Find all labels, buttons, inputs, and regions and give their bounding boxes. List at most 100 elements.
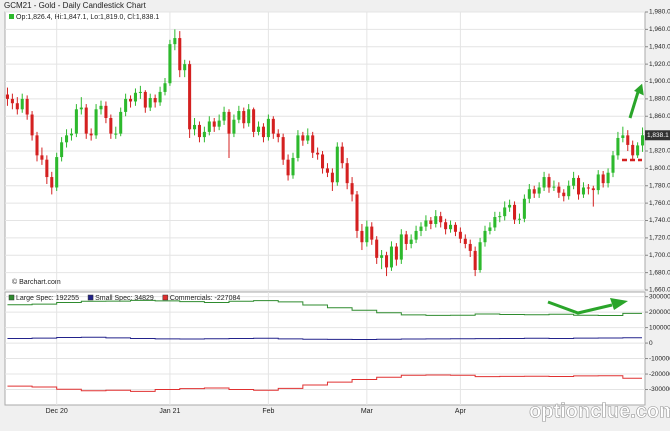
candle-body: [419, 226, 423, 231]
candle-body: [197, 124, 201, 138]
y-tick-label: 1,940.0: [649, 43, 670, 50]
last-price-box: [645, 130, 670, 141]
candle-body: [84, 107, 88, 134]
y-tick-label: 0: [649, 340, 653, 347]
candle-body: [242, 111, 246, 124]
candle-body: [188, 64, 192, 130]
candle-body: [183, 64, 187, 71]
candle-body: [542, 177, 546, 188]
candle-body: [458, 231, 462, 239]
legend-label: Large Spec: 192255: [16, 295, 79, 302]
candle-body: [55, 157, 59, 188]
candle-body: [355, 194, 359, 231]
legend-swatch: [162, 294, 169, 301]
marks: 1,838.1 Large Spec: 192255 Small Spec: 348…: [5, 29, 670, 392]
candle-body: [567, 185, 571, 197]
candle-body: [581, 187, 585, 195]
candle-body: [79, 107, 83, 110]
candle-body: [626, 135, 630, 145]
candle-body: [611, 155, 615, 173]
candle-body: [385, 255, 389, 268]
candle-body: [94, 109, 98, 136]
candle-body: [562, 192, 566, 197]
candle-body: [463, 238, 467, 244]
candle-body: [89, 133, 93, 136]
candle-body: [483, 230, 487, 243]
candle-body: [227, 111, 231, 134]
y-tick-label: 1,800.0: [649, 165, 670, 172]
candle-body: [20, 98, 24, 110]
candle-body: [10, 98, 14, 104]
candle-body: [394, 246, 398, 260]
candle-body: [537, 187, 541, 194]
candle-body: [522, 198, 526, 219]
candle-body: [345, 163, 349, 184]
x-tick-label: Jan 21: [159, 408, 180, 415]
legend-swatch: [8, 294, 15, 301]
candle-body: [468, 243, 472, 251]
candle-body: [473, 250, 477, 271]
grid: 1,660.0 1,680.0 1,700.0 1,720.0 1,740.0 1,760…: [5, 9, 670, 415]
candle-body: [434, 216, 438, 224]
candle-body: [104, 105, 108, 118]
y-tick-label: 1,660.0: [649, 287, 670, 294]
y-tick-label: 1,960.0: [649, 26, 670, 33]
ohlc-text: Op:1,826.4, Hi:1,847.1, Lo:1,819.0, Cl:1…: [16, 14, 159, 21]
candle-body: [365, 226, 369, 243]
candle-body: [133, 92, 137, 102]
candle-body: [335, 146, 339, 183]
candle-body: [601, 174, 605, 184]
candle-body: [517, 218, 521, 220]
candle-body: [370, 226, 374, 240]
candle-body: [296, 135, 300, 158]
legend-swatch: [9, 14, 14, 19]
candle-body: [532, 189, 536, 194]
candle-body: [40, 155, 44, 160]
arrow-head: [634, 83, 644, 96]
candle-body: [330, 172, 334, 183]
candle-body: [631, 144, 635, 156]
candle-body: [281, 137, 285, 160]
y-tick-label: 1,780.0: [649, 182, 670, 189]
candle-body: [325, 168, 329, 173]
y-tick-label: 300000: [649, 293, 670, 300]
candle-body: [271, 118, 275, 134]
candle-body: [444, 222, 448, 230]
y-tick-label: 1,900.0: [649, 78, 670, 85]
candle-body: [503, 207, 507, 217]
candle-body: [257, 126, 261, 132]
candle-body: [311, 135, 315, 153]
candle-body: [247, 109, 251, 124]
candle-body: [404, 234, 408, 244]
candle-body: [207, 121, 211, 132]
candle-body: [232, 119, 236, 134]
y-tick-label: 1,760.0: [649, 200, 670, 207]
candle-body: [5, 94, 9, 99]
candle-body: [266, 118, 270, 138]
candle-body: [143, 91, 147, 108]
cot-line: [7, 374, 642, 392]
y-tick-label: 1,860.0: [649, 113, 670, 120]
candle-body: [586, 187, 590, 189]
candle-body: [65, 135, 69, 143]
candle-body: [389, 246, 393, 268]
candle-body: [621, 135, 625, 138]
candle-body: [212, 121, 216, 127]
candle-body: [119, 111, 123, 134]
candle-body: [478, 242, 482, 271]
candle-body: [641, 135, 645, 146]
candle-body: [596, 174, 600, 191]
candle-body: [399, 234, 403, 260]
candle-body: [306, 135, 310, 141]
candle-body: [439, 216, 443, 223]
candle-body: [493, 217, 497, 228]
candle-body: [193, 124, 197, 130]
candle-body: [424, 220, 428, 227]
candle-body: [217, 120, 221, 127]
y-tick-label: 1,880.0: [649, 96, 670, 103]
candle-body: [449, 224, 453, 230]
source: © Barchart.com: [12, 278, 61, 286]
candle-body: [158, 91, 162, 103]
candle-body: [508, 204, 512, 208]
y-tick-label: -200000: [649, 371, 670, 378]
